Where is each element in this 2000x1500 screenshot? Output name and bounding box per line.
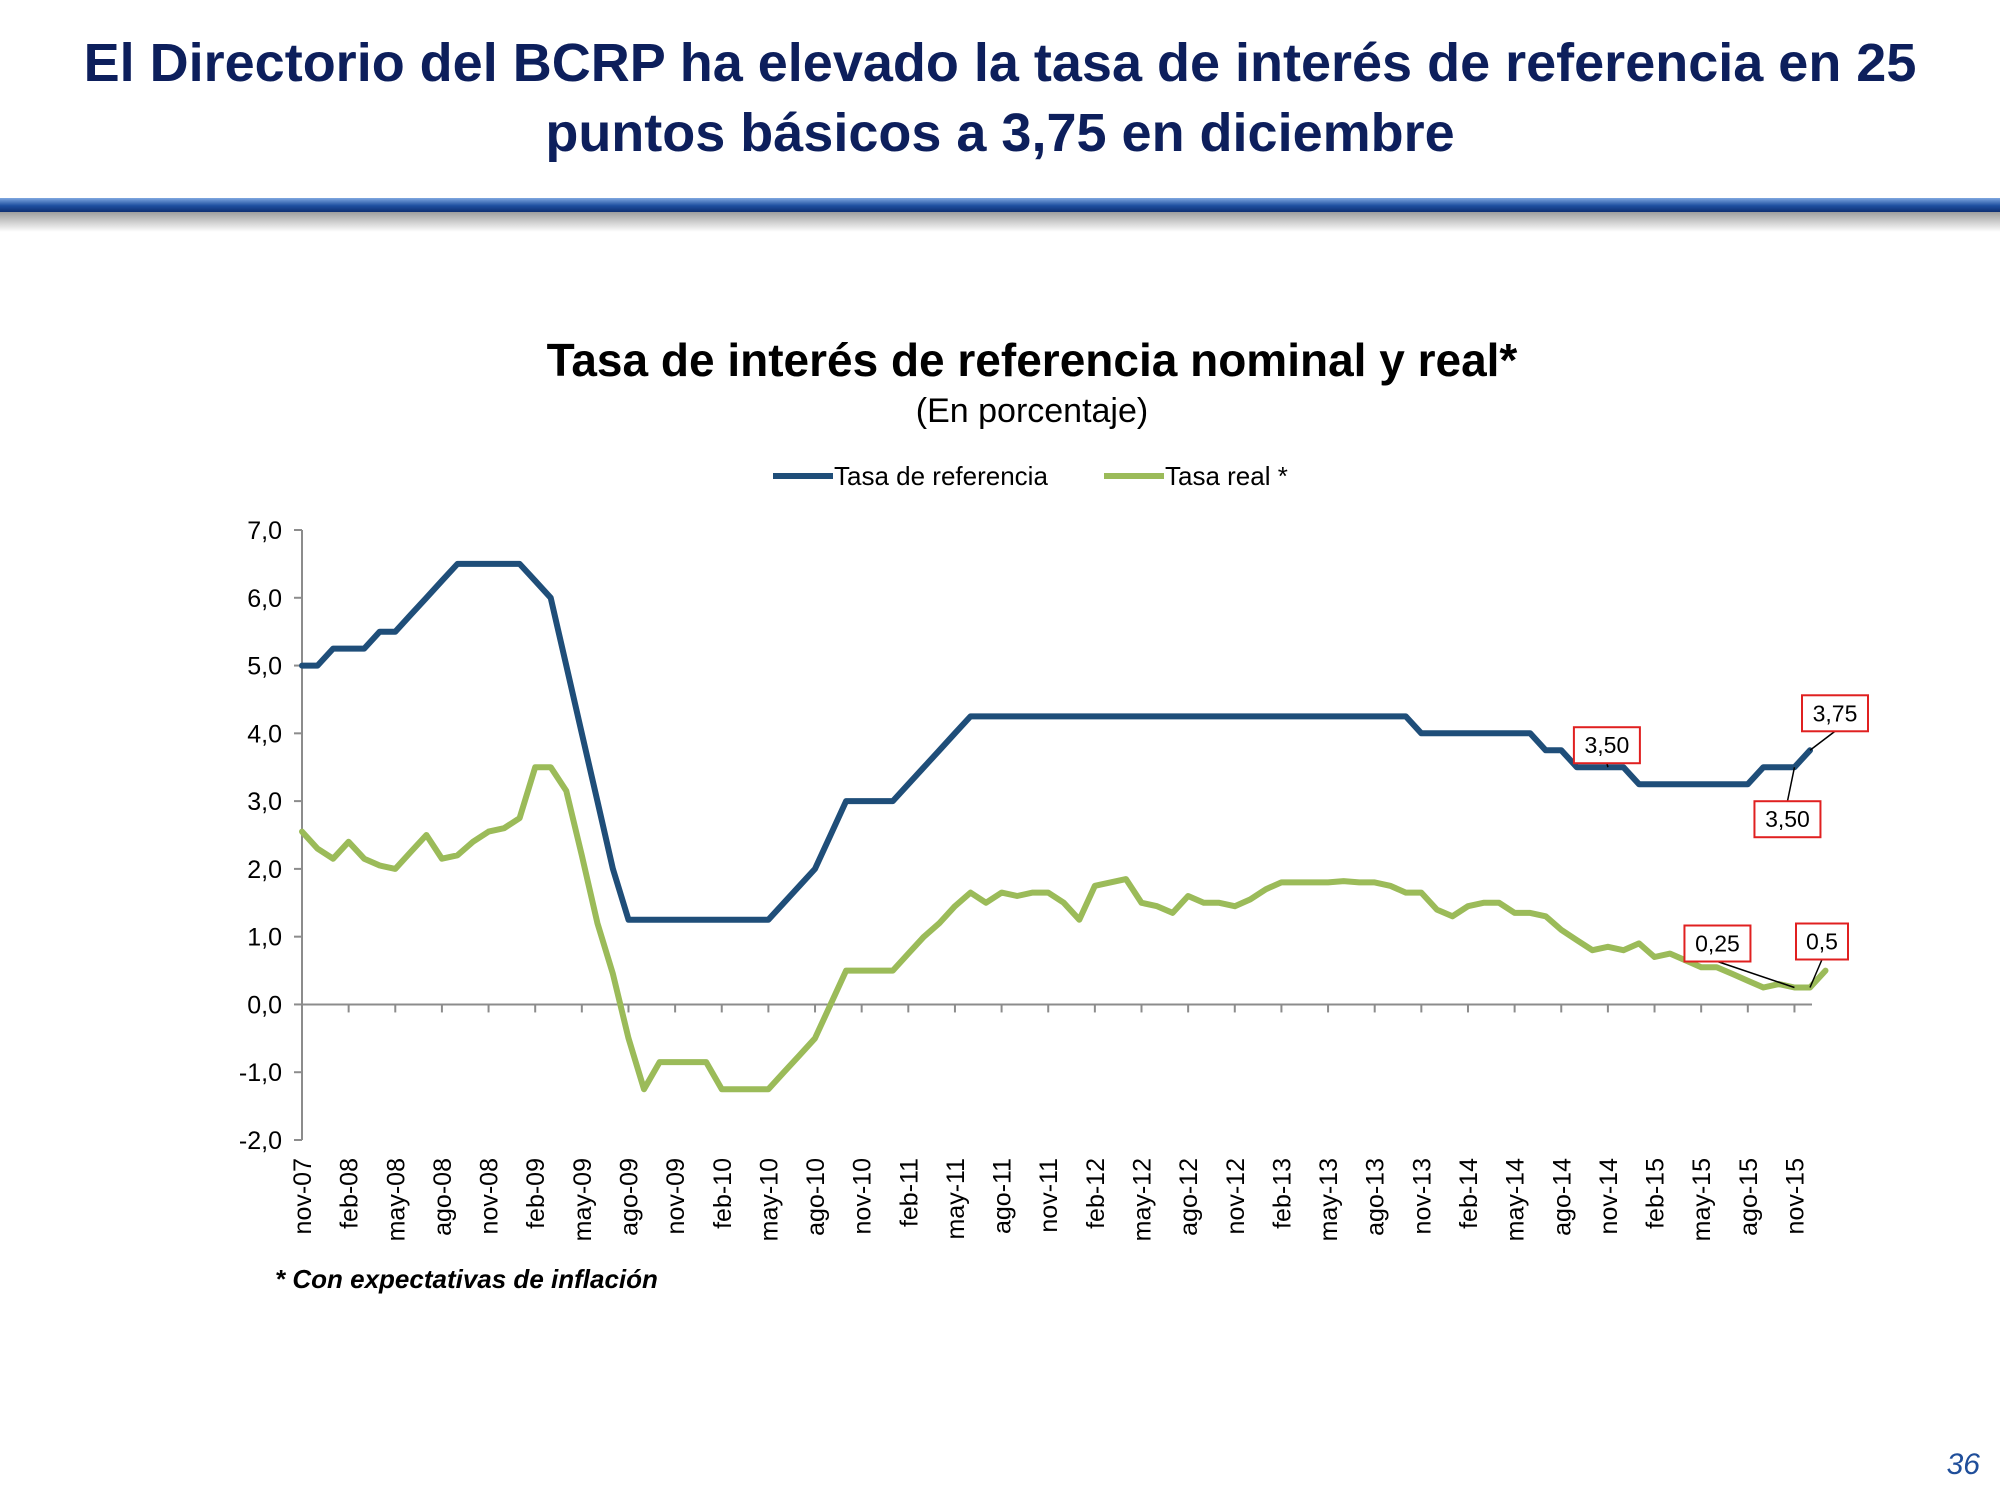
page-number: 36 [1946, 1448, 1980, 1481]
chart-annotations: 3,50 3,75 3,50 0,25 0,5 [1572, 694, 1869, 989]
slide-title-line1: El Directorio del BCRP ha elevado la tas… [83, 33, 1917, 93]
x-tick-label: may-13 [1315, 1158, 1343, 1241]
slide-title: El Directorio del BCRP ha elevado la tas… [0, 28, 2000, 168]
chart-title: Tasa de interés de referencia nominal y … [547, 334, 1518, 386]
x-tick-label: ago-15 [1735, 1158, 1763, 1236]
y-tick-label: 7,0 [247, 517, 282, 545]
chart-subtitle: (En porcentaje) [916, 392, 1148, 430]
x-tick-label: nov-10 [849, 1158, 877, 1234]
x-tick-label: nov-13 [1408, 1158, 1436, 1234]
annotation-box [1753, 800, 1822, 839]
y-tick-label: -1,0 [239, 1059, 282, 1087]
x-tick-label: nov-08 [476, 1158, 504, 1234]
annotation-box [1683, 924, 1752, 963]
annotation-box [1572, 726, 1641, 765]
y-tick-label: 1,0 [247, 924, 282, 952]
x-tick-label: nov-15 [1781, 1158, 1809, 1234]
y-tick-label: 6,0 [247, 585, 282, 613]
x-tick-label: may-15 [1688, 1158, 1716, 1241]
x-tick-label: may-11 [942, 1158, 970, 1240]
annotation-box [1795, 922, 1849, 961]
chart-series [299, 560, 1829, 1093]
x-tick-label: may-10 [755, 1158, 783, 1241]
y-tick-label: -2,0 [239, 1127, 282, 1155]
x-tick-label: ago-10 [802, 1158, 830, 1236]
x-tick-label: may-09 [569, 1158, 597, 1241]
x-tick-label: feb-13 [1268, 1158, 1296, 1229]
x-tick-label: nov-12 [1222, 1158, 1250, 1234]
x-tick-label: feb-11 [895, 1158, 923, 1227]
series-line-tasa-referencia [299, 560, 1813, 923]
title-rule-shadow [0, 208, 2000, 232]
x-tick-label: nov-09 [662, 1158, 690, 1234]
annotation-leader-line [1717, 960, 1795, 989]
x-tick-label: may-08 [382, 1158, 410, 1241]
annotation-label: 0,25 [1695, 931, 1740, 957]
chart-legend: Tasa de referencia Tasa real * [773, 461, 1288, 491]
x-tick-label: ago-12 [1175, 1158, 1203, 1236]
annotation-label: 3,75 [1813, 700, 1858, 726]
x-tick-label: nov-07 [289, 1158, 317, 1234]
series-line-tasa-real [299, 764, 1829, 1093]
x-tick-label: ago-13 [1362, 1158, 1390, 1236]
y-tick-label: 3,0 [247, 788, 282, 816]
x-tick-label: ago-08 [429, 1158, 457, 1236]
chart-footnote: * Con expectativas de inflación [275, 1264, 658, 1294]
x-tick-label: feb-09 [522, 1158, 550, 1229]
y-tick-label: 4,0 [247, 720, 282, 748]
x-tick-label: may-12 [1129, 1158, 1157, 1241]
legend-label-tasa-referencia: Tasa de referencia [834, 461, 1048, 491]
x-tick-label: feb-14 [1455, 1158, 1483, 1229]
y-tick-label: 0,0 [247, 991, 282, 1019]
x-tick-label: ago-14 [1548, 1158, 1576, 1236]
x-tick-label: feb-12 [1082, 1158, 1110, 1229]
annotation-label: 3,50 [1585, 732, 1630, 758]
x-tick-label: may-14 [1502, 1158, 1530, 1241]
y-tick-label: 5,0 [247, 653, 282, 681]
annotation-box [1801, 694, 1869, 733]
x-tick-label: feb-10 [709, 1158, 737, 1229]
x-tick-label: ago-09 [615, 1158, 643, 1236]
y-tick-label: 2,0 [247, 856, 282, 884]
annotation-leader-line [1809, 730, 1836, 751]
title-rule [0, 198, 2000, 212]
x-tick-label: nov-11 [1035, 1158, 1063, 1233]
annotation-leader-line [1786, 767, 1796, 802]
annotation-label: 3,50 [1765, 806, 1810, 832]
legend-label-tasa-real: Tasa real * [1165, 461, 1288, 491]
x-tick-label: nov-14 [1595, 1158, 1623, 1235]
annotation-leader-line [1809, 959, 1823, 988]
x-tick-label: ago-11 [989, 1158, 1017, 1234]
x-tick-label: feb-15 [1642, 1158, 1670, 1229]
annotation-label: 0,5 [1806, 929, 1838, 955]
chart-axes: -2,0 -1,0 0,0 1,0 2,0 3,0 4,0 5,0 6,0 7,0 nov-07 fe… [239, 517, 1812, 1241]
slide-title-line2: puntos básicos a 3,75 en diciembre [545, 103, 1455, 163]
x-tick-label: feb-08 [336, 1158, 364, 1229]
